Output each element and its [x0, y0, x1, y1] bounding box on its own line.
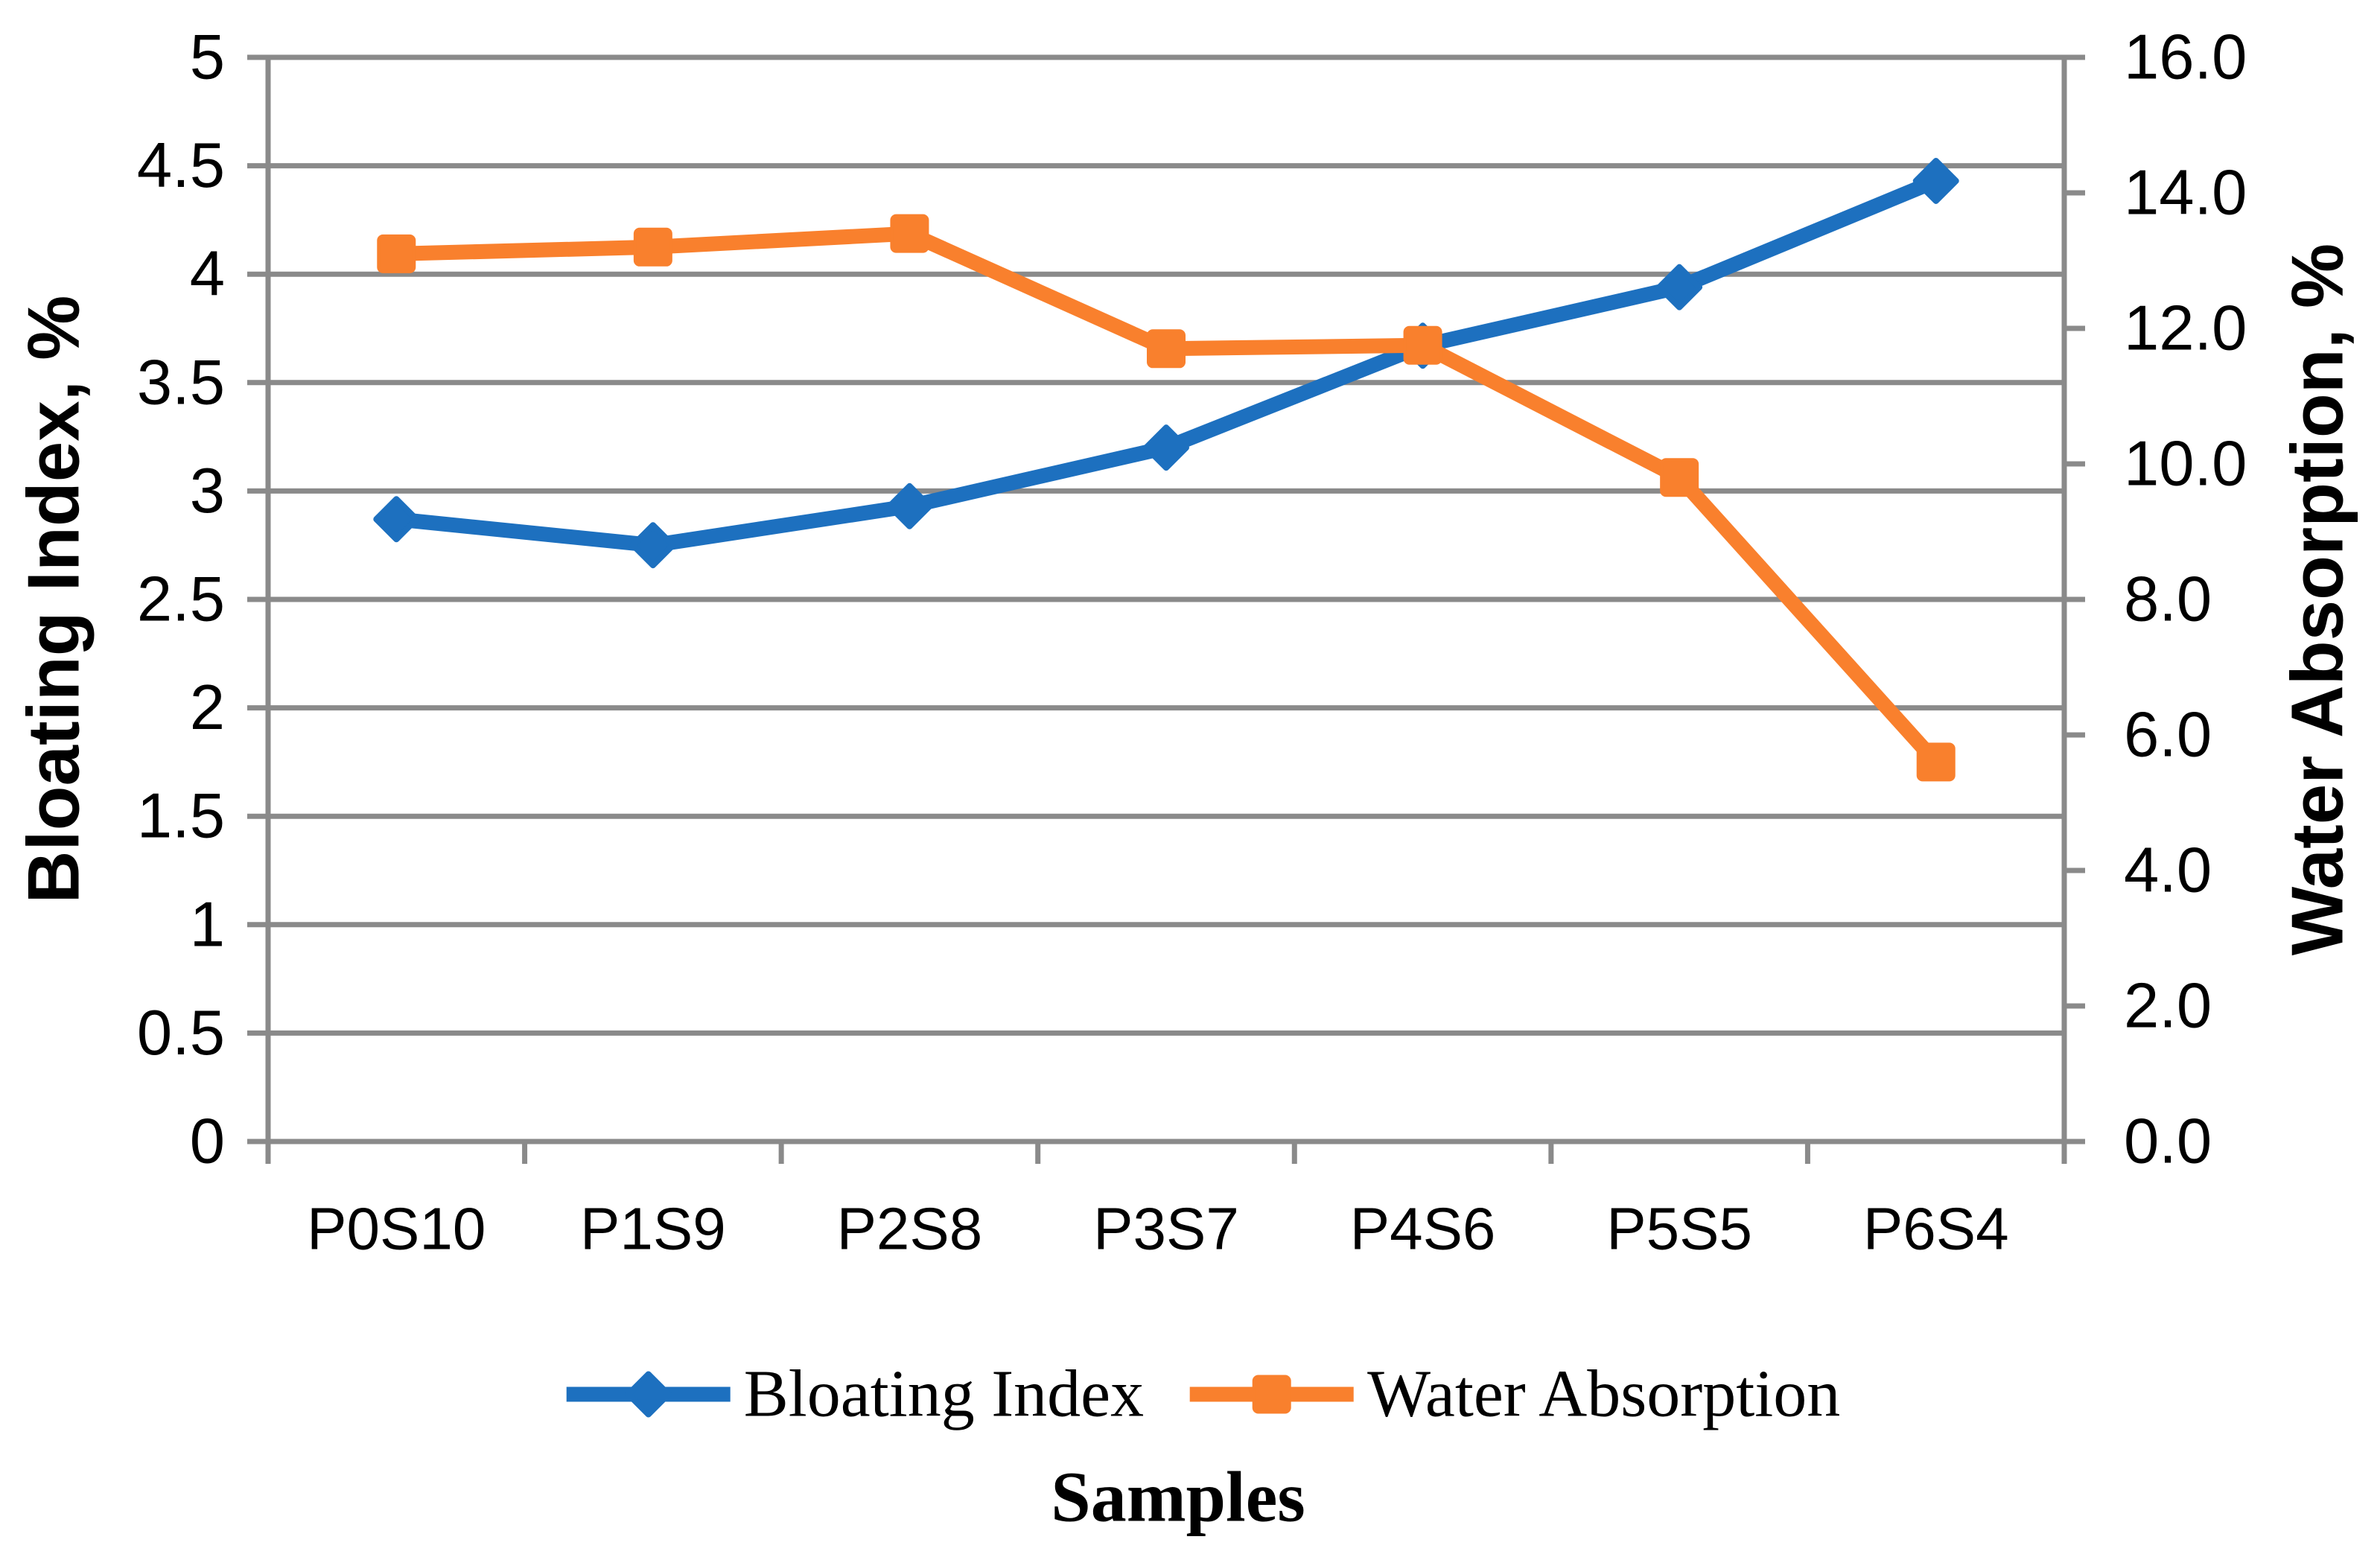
- left-tick-label-1: 1: [190, 889, 225, 960]
- square-marker: [377, 234, 416, 273]
- right-tick-label-16.0: 16.0: [2124, 22, 2247, 93]
- legend-item-water-absorption: Water Absorption: [1189, 1356, 1840, 1433]
- square-marker: [1916, 742, 1956, 782]
- diamond-marker: [1912, 157, 1959, 204]
- left-tick-label-0: 0: [190, 1107, 225, 1177]
- left-tick-label-2.5: 2.5: [137, 564, 225, 635]
- left-axis-title: Bloating Index, %: [12, 295, 95, 904]
- x-tick-label-P4S6: P4S6: [1350, 1196, 1496, 1262]
- x-tick-label-P6S4: P6S4: [1863, 1196, 2009, 1262]
- x-tick-label-P3S7: P3S7: [1093, 1196, 1239, 1262]
- square-marker: [1253, 1375, 1292, 1413]
- square-marker: [1147, 329, 1186, 369]
- series-bloating-index: [373, 157, 1959, 569]
- x-axis-title: Samples: [1051, 1456, 1305, 1537]
- x-tick-label-P0S10: P0S10: [307, 1196, 486, 1262]
- square-marker: [1660, 458, 1699, 497]
- x-tick-label-P1S9: P1S9: [580, 1196, 726, 1262]
- diamond-marker: [629, 522, 676, 569]
- right-tick-label-14.0: 14.0: [2124, 158, 2247, 229]
- x-tick-label-P5S5: P5S5: [1606, 1196, 1752, 1262]
- square-marker: [633, 227, 672, 267]
- diamond-marker: [886, 483, 933, 529]
- right-tick-label-8.0: 8.0: [2124, 564, 2212, 635]
- right-axis-title: Water Absorption, %: [2276, 243, 2358, 956]
- left-tick-label-0.5: 0.5: [137, 998, 225, 1069]
- left-tick-label-5: 5: [190, 22, 225, 93]
- legend-label-bloating-index: Bloating Index: [743, 1357, 1145, 1431]
- right-tick-label-2.0: 2.0: [2124, 971, 2212, 1042]
- right-tick-label-12.0: 12.0: [2124, 293, 2247, 364]
- water-absorption-key-icon: [1190, 1375, 1355, 1413]
- right-tick-label-4.0: 4.0: [2124, 835, 2212, 906]
- right-tick-label-6.0: 6.0: [2124, 700, 2212, 771]
- diamond-marker: [1143, 424, 1189, 471]
- left-tick-label-3.5: 3.5: [137, 347, 225, 418]
- diamond-marker: [1656, 264, 1703, 311]
- legend-label-water-absorption: Water Absorption: [1367, 1357, 1841, 1431]
- legend-item-bloating-index: Bloating Index: [565, 1356, 1144, 1433]
- x-tick-label-P2S8: P2S8: [837, 1196, 983, 1262]
- diamond-marker: [625, 1371, 672, 1417]
- legend: Bloating Index Water Absorption: [565, 1356, 1840, 1433]
- bloating-index-key-icon: [566, 1371, 731, 1417]
- right-tick-label-0.0: 0.0: [2124, 1107, 2212, 1177]
- series-line: [389, 226, 1944, 770]
- left-tick-label-1.5: 1.5: [137, 781, 225, 852]
- square-marker: [890, 214, 929, 253]
- series-water-absorption: [377, 214, 1956, 782]
- left-tick-label-3: 3: [190, 456, 225, 526]
- left-tick-label-4: 4: [190, 239, 225, 310]
- left-tick-label-4.5: 4.5: [137, 130, 225, 201]
- right-tick-label-10.0: 10.0: [2124, 429, 2247, 500]
- square-marker: [1403, 325, 1442, 365]
- left-tick-label-2: 2: [190, 672, 225, 743]
- diamond-marker: [373, 496, 420, 543]
